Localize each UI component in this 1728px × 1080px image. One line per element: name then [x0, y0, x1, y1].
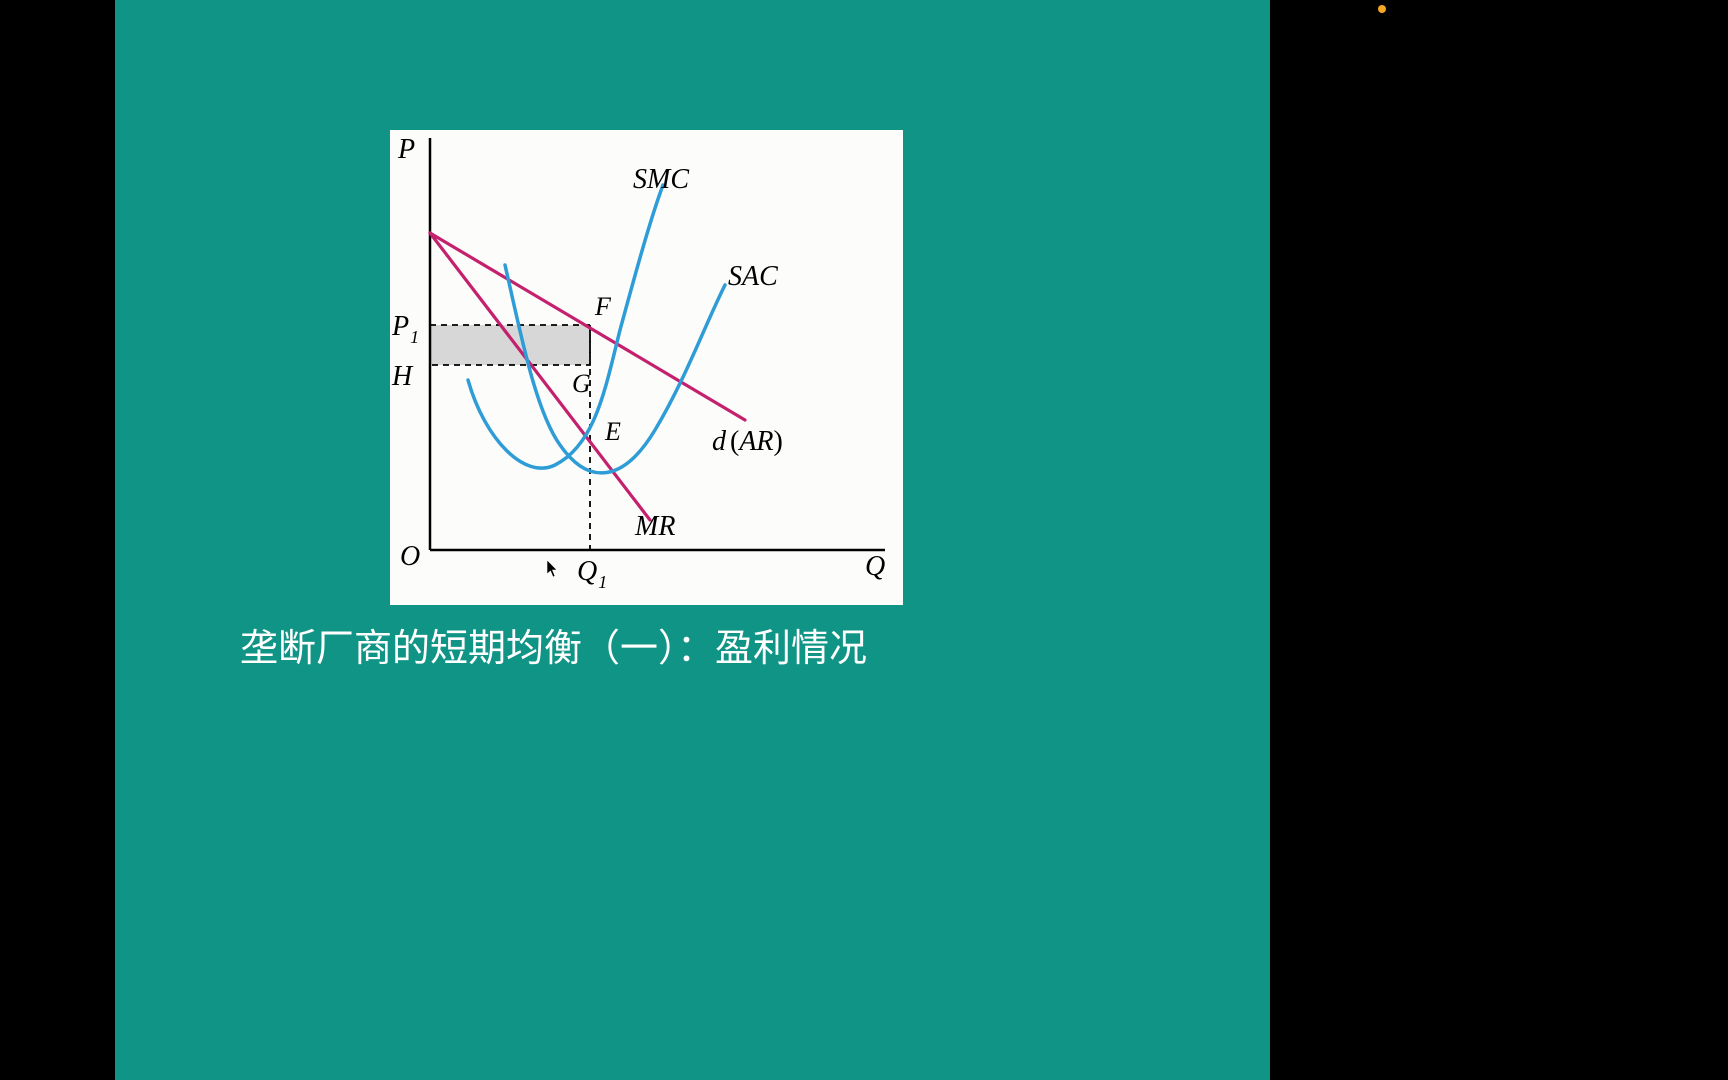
- label-mr: MR: [634, 511, 675, 542]
- recording-indicator-icon: [1378, 5, 1386, 13]
- economics-chart: P O Q P1 H F G E Q1 SMC SAC d(AR) MR: [390, 130, 903, 605]
- label-p1: P1: [391, 311, 419, 347]
- label-g: G: [572, 369, 591, 398]
- label-q1: Q1: [577, 556, 607, 592]
- label-sac: SAC: [728, 261, 778, 292]
- label-p-axis: P: [397, 134, 415, 165]
- label-origin: O: [400, 541, 420, 572]
- label-h: H: [391, 361, 414, 392]
- profit-area-rect: [430, 325, 590, 365]
- label-d-ar: d(AR): [712, 426, 783, 457]
- label-f: F: [594, 292, 612, 321]
- label-q-axis: Q: [865, 551, 885, 582]
- chart-container: P O Q P1 H F G E Q1 SMC SAC d(AR) MR: [390, 130, 903, 605]
- mr-line: [430, 233, 650, 520]
- slide-caption: 垄断厂商的短期均衡（一）：盈利情况: [240, 617, 867, 672]
- label-e: E: [604, 417, 621, 446]
- label-smc: SMC: [633, 164, 689, 195]
